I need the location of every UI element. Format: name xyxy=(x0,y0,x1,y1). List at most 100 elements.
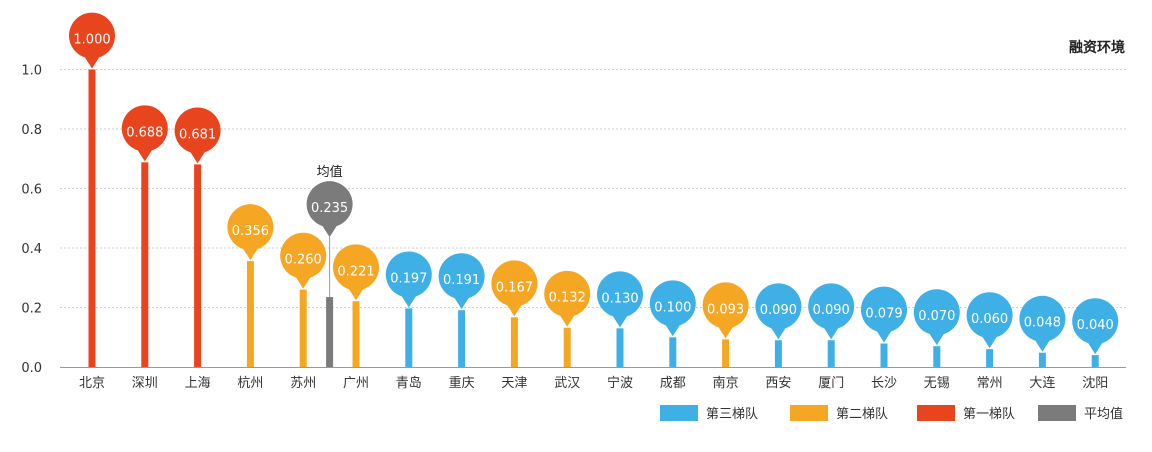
data-label: 0.681 xyxy=(179,127,216,142)
bubble-marker: 0.132 xyxy=(544,270,591,327)
legend-item-tier1: 第一梯队 xyxy=(917,405,1015,422)
bar-广州 xyxy=(352,301,360,367)
data-label: 0.040 xyxy=(1077,318,1114,333)
bubble-shape xyxy=(861,286,908,343)
bubble-shape xyxy=(306,181,353,238)
y-tick-label: 0.2 xyxy=(21,302,42,317)
bubble-shape xyxy=(69,12,115,69)
y-tick-label: 0.4 xyxy=(21,242,42,257)
bubble-marker: 1.000 xyxy=(69,12,115,69)
x-tick-label: 宁波 xyxy=(607,375,633,391)
bubble-shape xyxy=(121,105,168,162)
bar-宁波 xyxy=(616,328,624,367)
bar-青岛 xyxy=(405,308,413,367)
average-caption: 均值 xyxy=(317,164,343,180)
data-label: 0.356 xyxy=(232,224,269,239)
bubble-shape xyxy=(491,260,538,317)
y-tick-label: 1.0 xyxy=(21,64,42,79)
bar-成都 xyxy=(669,337,677,367)
bubble-shape xyxy=(280,232,327,289)
data-label: 0.048 xyxy=(1024,316,1061,331)
bubble-shape xyxy=(174,107,221,164)
x-tick-label: 大连 xyxy=(1029,375,1055,391)
bar-沈阳 xyxy=(1091,355,1099,367)
bubble-marker: 0.688 xyxy=(121,105,168,162)
marks-layer: 1.000 北京 0.688 深圳 0.681 上海 0.356 杭州 0.260 苏州 0.221… xyxy=(69,12,1119,391)
x-tick-label: 广州 xyxy=(343,376,369,391)
x-tick-label: 重庆 xyxy=(449,375,475,391)
bar-北京 xyxy=(88,69,96,367)
bar-杭州 xyxy=(246,261,254,367)
bubble-marker: 0.221 xyxy=(333,244,379,301)
bubble-marker: 0.070 xyxy=(913,289,960,346)
legend-label: 平均值 xyxy=(1084,406,1123,422)
bubble-marker: 0.090 xyxy=(755,283,802,340)
bubble-marker: 0.090 xyxy=(808,283,855,340)
data-label: 0.191 xyxy=(443,273,480,288)
data-label: 0.197 xyxy=(390,271,427,286)
data-label: 0.090 xyxy=(760,303,797,318)
bubble-marker: 0.060 xyxy=(966,292,1013,349)
data-label: 0.130 xyxy=(601,291,638,306)
x-tick-label: 南京 xyxy=(713,375,739,391)
bubble-shape xyxy=(544,270,591,327)
bar-天津 xyxy=(510,317,518,367)
data-label: 0.090 xyxy=(813,303,850,318)
legend-label: 第一梯队 xyxy=(963,407,1015,422)
bar-常州 xyxy=(986,349,994,367)
x-tick-label: 深圳 xyxy=(132,376,158,391)
bubble-shape xyxy=(755,283,802,340)
bar-南京 xyxy=(722,339,730,367)
data-label: 0.167 xyxy=(496,280,533,295)
bar-厦门 xyxy=(827,340,835,367)
x-tick-label: 厦门 xyxy=(818,376,844,391)
x-tick-label: 西安 xyxy=(765,376,791,391)
bubble-marker: 0.130 xyxy=(597,271,643,328)
bubble-marker: 0.079 xyxy=(861,286,908,343)
bar-深圳 xyxy=(141,162,149,367)
x-tick-label: 武汉 xyxy=(554,376,580,391)
x-tick-label: 天津 xyxy=(501,376,527,391)
x-tick-label: 无锡 xyxy=(924,376,950,391)
legend-item-tier2: 第二梯队 xyxy=(790,405,888,422)
bubble-marker: 0.048 xyxy=(1019,295,1066,352)
data-label: 0.688 xyxy=(126,125,163,140)
bar-长沙 xyxy=(880,343,888,367)
x-tick-label: 杭州 xyxy=(237,376,263,391)
bubble-marker: 0.100 xyxy=(649,280,696,337)
bubble-shape xyxy=(227,204,274,261)
bar-西安 xyxy=(774,340,782,367)
x-tick-label: 成都 xyxy=(660,376,686,391)
bar-武汉 xyxy=(563,327,571,367)
bubble-marker: 0.093 xyxy=(702,282,749,339)
bubble-marker: 0.356 xyxy=(227,204,274,261)
legend-swatch xyxy=(660,405,698,421)
data-label: 0.132 xyxy=(549,291,586,306)
bar-大连 xyxy=(1038,352,1046,367)
bubble-shape xyxy=(702,282,749,339)
data-label: 0.093 xyxy=(707,302,744,317)
x-tick-label: 青岛 xyxy=(396,375,422,391)
bubble-shape xyxy=(333,244,379,301)
x-tick-label: 苏州 xyxy=(290,375,316,391)
bubble-marker: 0.040 xyxy=(1072,298,1119,355)
bubble-shape xyxy=(808,283,855,340)
x-tick-label: 沈阳 xyxy=(1082,376,1108,391)
bar-无锡 xyxy=(933,346,941,367)
bubble-shape xyxy=(597,271,643,328)
average-bubble: 0.235 xyxy=(306,181,353,238)
legend-swatch xyxy=(790,405,828,421)
data-label: 0.060 xyxy=(971,312,1008,327)
data-label: 0.100 xyxy=(654,300,691,315)
bubble-marker: 0.167 xyxy=(491,260,538,317)
legend-swatch xyxy=(917,405,955,421)
data-label: 0.221 xyxy=(337,264,374,279)
bubble-shape xyxy=(1019,295,1066,352)
bubble-marker: 0.681 xyxy=(174,107,221,164)
data-label: 0.260 xyxy=(285,253,322,268)
bar-苏州 xyxy=(299,289,307,367)
legend-label: 第三梯队 xyxy=(706,407,758,422)
grid-layer: 0.0 0.2 0.4 0.6 0.8 1.0 xyxy=(21,64,1126,376)
